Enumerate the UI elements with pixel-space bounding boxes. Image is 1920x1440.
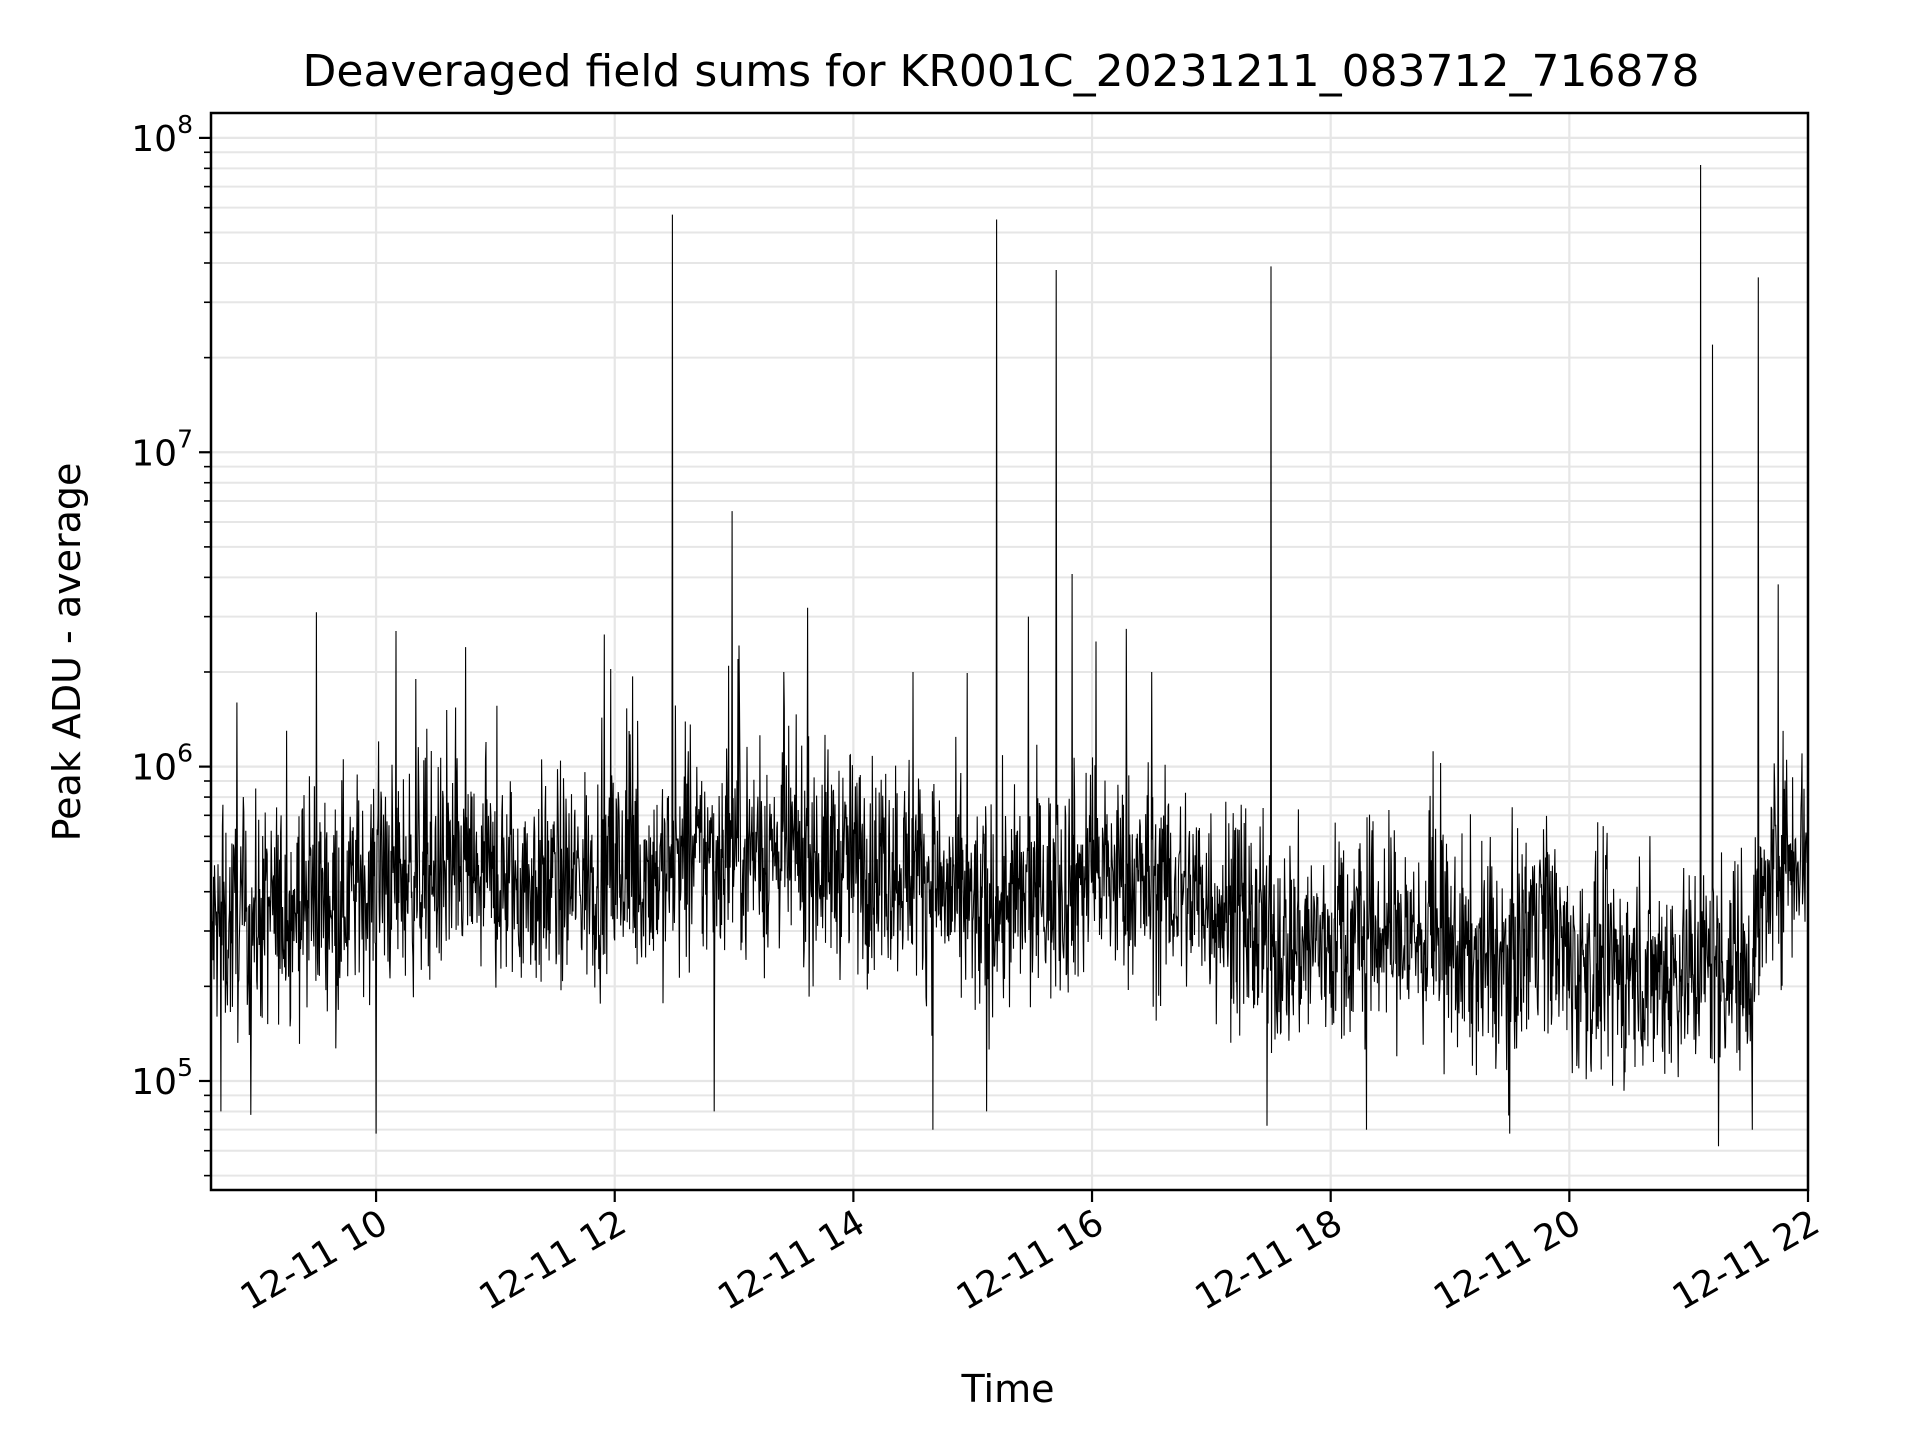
y-tick-label: 108 <box>131 110 193 160</box>
x-tick-label: 12-11 12 <box>473 1202 634 1318</box>
plot-frame <box>209 111 1810 1192</box>
x-tick-label: 12-11 14 <box>711 1202 872 1318</box>
x-tick-label: 12-11 22 <box>1666 1202 1827 1318</box>
x-tick-label: 12-11 16 <box>950 1202 1111 1318</box>
axis-ticks: 12-11 10 12-11 12 12-11 14 12-11 16 12-11 18… <box>131 110 1826 1319</box>
y-tick-label: 105 <box>131 1053 193 1103</box>
grid <box>211 113 1810 1190</box>
y-axis-label: Peak ADU - average <box>45 463 89 842</box>
x-axis-label: Time <box>961 1367 1055 1411</box>
y-tick-label: 106 <box>131 739 193 789</box>
x-tick-label: 12-11 18 <box>1189 1202 1350 1318</box>
x-tick-label: 12-11 20 <box>1427 1202 1588 1318</box>
y-tick-label: 107 <box>131 424 193 474</box>
x-tick-label: 12-11 10 <box>234 1202 395 1318</box>
series-path <box>210 164 1809 1147</box>
chart-title: Deaveraged field sums for KR001C_2023121… <box>303 46 1700 97</box>
series-line <box>210 164 1809 1147</box>
